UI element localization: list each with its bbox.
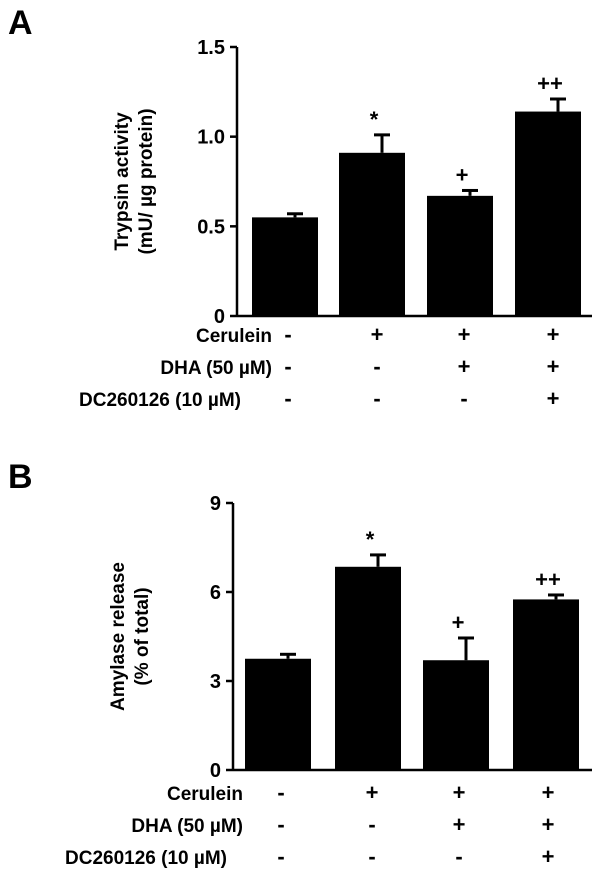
condition-sign: + — [542, 812, 555, 837]
condition-sign: - — [277, 780, 284, 805]
significance-marker: ++ — [535, 567, 561, 592]
condition-sign: + — [542, 844, 555, 869]
y-tick-label: 1.0 — [197, 127, 225, 149]
condition-sign: + — [453, 780, 466, 805]
y-tick-label: 9 — [210, 493, 221, 515]
condition-label: DHA (50 µM) — [160, 358, 272, 379]
y-tick-label: 6 — [210, 582, 221, 604]
condition-sign: + — [371, 322, 384, 347]
condition-sign: - — [373, 354, 380, 379]
y-tick-label: 0 — [214, 306, 225, 328]
condition-sign: - — [277, 844, 284, 869]
condition-label: Cerulein — [196, 326, 272, 347]
condition-sign: + — [547, 386, 560, 411]
condition-sign: - — [284, 386, 291, 411]
bar — [252, 217, 318, 316]
bar — [335, 566, 401, 770]
y-axis-label: Amylase release (% of total) — [108, 562, 153, 711]
significance-marker: * — [370, 107, 379, 132]
condition-label: Cerulein — [167, 784, 243, 805]
condition-sign: + — [547, 322, 560, 347]
y-axis-label: Trypsin activity (mU/ µg protein) — [112, 108, 157, 254]
bar — [339, 152, 405, 316]
condition-sign: + — [547, 354, 560, 379]
condition-sign: - — [284, 322, 291, 347]
condition-label: DC260126 (10 µM) — [79, 390, 241, 411]
condition-sign: + — [542, 780, 555, 805]
condition-sign: + — [366, 780, 379, 805]
bar — [515, 111, 581, 316]
condition-sign: - — [460, 386, 467, 411]
y-axis-label-line2: (mU/ µg protein) — [136, 108, 157, 254]
condition-sign: + — [458, 322, 471, 347]
significance-marker: + — [456, 162, 469, 187]
y-tick-label: 0.5 — [197, 216, 225, 238]
y-tick-label: 3 — [210, 671, 221, 693]
condition-label: DHA (50 µM) — [131, 816, 243, 837]
significance-marker: * — [366, 527, 375, 552]
y-axis-label-line1: Trypsin activity — [112, 112, 133, 251]
y-axis-label-line1: Amylase release — [108, 562, 129, 711]
condition-sign: - — [368, 844, 375, 869]
significance-marker: + — [452, 610, 465, 635]
y-axis-label-line2: (% of total) — [132, 587, 153, 685]
condition-sign: + — [458, 354, 471, 379]
condition-sign: + — [453, 812, 466, 837]
panel-label: B — [8, 458, 33, 496]
condition-sign: - — [368, 812, 375, 837]
significance-marker: ++ — [537, 71, 563, 96]
condition-sign: - — [373, 386, 380, 411]
bar — [427, 195, 493, 316]
y-tick-label: 1.5 — [197, 37, 225, 59]
bar — [423, 660, 489, 770]
y-tick-label: 0 — [210, 760, 221, 782]
condition-sign: - — [455, 844, 462, 869]
bar — [245, 658, 311, 770]
condition-sign: - — [277, 812, 284, 837]
condition-label: DC260126 (10 µM) — [65, 848, 227, 869]
panel-label: A — [8, 4, 33, 42]
condition-sign: - — [284, 354, 291, 379]
bar — [513, 599, 579, 770]
